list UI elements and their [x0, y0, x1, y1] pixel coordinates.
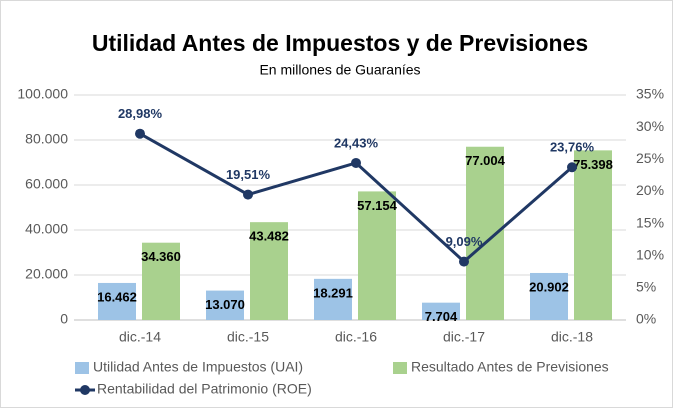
y-tick-label: 40.000: [25, 221, 68, 237]
bar: [314, 278, 352, 320]
y2-tick-label: 35%: [636, 86, 664, 102]
data-label: 34.360: [141, 249, 181, 264]
data-label: 24,43%: [334, 135, 379, 150]
y2-tick-label: 10%: [636, 246, 664, 262]
bar: [358, 191, 396, 320]
bar: [574, 150, 612, 320]
y2-tick-label: 5%: [636, 279, 656, 295]
data-label: 77.004: [465, 153, 506, 168]
data-label: 7.704: [425, 309, 458, 324]
chart-subtitle: En millones de Guaraníes: [259, 62, 420, 78]
data-label: 23,76%: [550, 140, 595, 155]
data-label: 19,51%: [226, 167, 271, 182]
y-tick-label: 0: [60, 311, 68, 327]
y2-tick-label: 30%: [636, 118, 664, 134]
y-tick-label: 80.000: [25, 131, 68, 147]
data-label: 20.902: [529, 279, 569, 294]
legend-label: Utilidad Antes de Impuestos (UAI): [93, 359, 303, 375]
legend-swatch: [80, 385, 90, 395]
y2-tick-label: 15%: [636, 214, 664, 230]
data-label: 43.482: [249, 229, 289, 244]
legend-label: Rentabilidad del Patrimonio (ROE): [97, 381, 312, 397]
bar: [142, 242, 180, 320]
bar: [206, 290, 244, 320]
bar: [250, 222, 288, 320]
y2-tick-label: 25%: [636, 150, 664, 166]
data-label: 13.070: [205, 297, 245, 312]
line-marker: [135, 128, 145, 139]
bar: [530, 272, 568, 320]
chart-title: Utilidad Antes de Impuestos y de Previsi…: [92, 30, 588, 56]
x-tick-label: dic.-14: [119, 329, 161, 345]
y-tick-label: 100.000: [17, 86, 68, 102]
legend-label: Resultado Antes de Previsiones: [411, 359, 609, 375]
data-label: 75.398: [573, 157, 613, 172]
y2-tick-label: 20%: [636, 182, 664, 198]
x-tick-label: dic.-18: [551, 329, 593, 345]
y2-tick-label: 0%: [636, 311, 656, 327]
x-tick-label: dic.-17: [443, 329, 485, 345]
y-tick-label: 20.000: [25, 266, 68, 282]
data-label: 57.154: [357, 198, 398, 213]
y-tick-label: 60.000: [25, 176, 68, 192]
bar: [422, 302, 460, 320]
x-tick-label: dic.-16: [335, 329, 377, 345]
data-label: 9,09%: [446, 234, 483, 249]
legend-swatch: [393, 362, 407, 374]
line-marker: [567, 162, 577, 173]
bar: [98, 282, 136, 320]
x-tick-label: dic.-15: [227, 329, 269, 345]
line-marker: [243, 189, 253, 200]
legend-swatch: [75, 362, 89, 374]
data-label: 16.462: [97, 289, 137, 304]
line-marker: [459, 256, 469, 267]
data-label: 28,98%: [118, 106, 163, 121]
line-marker: [351, 157, 361, 168]
data-label: 18.291: [313, 285, 353, 300]
